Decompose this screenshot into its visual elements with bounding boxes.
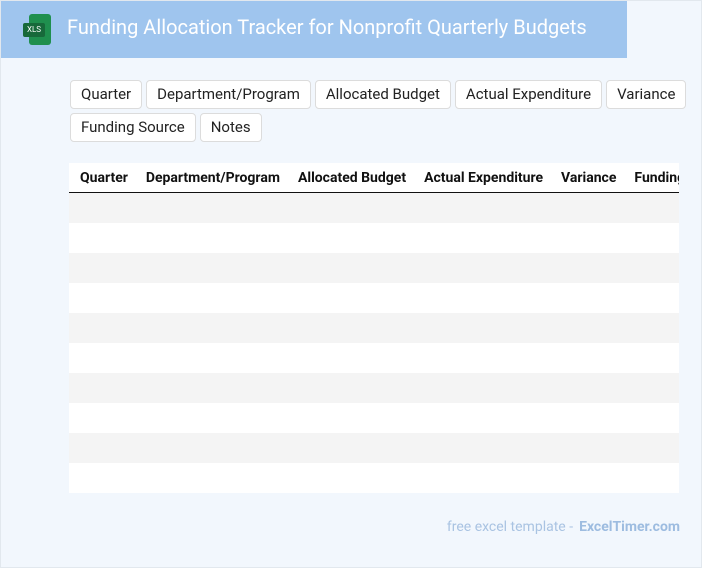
- table-cell: [286, 192, 414, 223]
- footer-link[interactable]: ExcelTimer.com: [579, 519, 680, 535]
- table-body: [69, 192, 679, 493]
- table-cell: [286, 223, 414, 253]
- table-cell: [550, 433, 624, 463]
- table-cell: [286, 313, 414, 343]
- table-container: Quarter Department/Program Allocated Budge…: [69, 163, 679, 493]
- table-cell: [623, 253, 679, 283]
- table-cell: [69, 313, 135, 343]
- column-tag[interactable]: Funding Source: [70, 113, 196, 142]
- table-cell: [413, 283, 551, 313]
- table-cell: [413, 403, 551, 433]
- table-cell: [550, 283, 624, 313]
- table-cell: [134, 403, 287, 433]
- table-cell: [134, 283, 287, 313]
- table-cell: [134, 463, 287, 493]
- column-header: Quarter: [69, 163, 135, 193]
- table-cell: [69, 403, 135, 433]
- table-cell: [623, 192, 679, 223]
- data-table: Quarter Department/Program Allocated Budge…: [69, 163, 679, 493]
- table-cell: [413, 463, 551, 493]
- table-cell: [623, 463, 679, 493]
- table-row: [69, 253, 679, 283]
- table-row: [69, 283, 679, 313]
- header-bar: XLS Funding Allocation Tracker for Nonpr…: [1, 1, 627, 58]
- table-row: [69, 373, 679, 403]
- table-cell: [69, 463, 135, 493]
- column-header: Funding Source: [623, 163, 679, 193]
- table-cell: [623, 283, 679, 313]
- table-cell: [69, 433, 135, 463]
- column-tag[interactable]: Quarter: [70, 80, 143, 109]
- icon-label: XLS: [23, 23, 45, 37]
- table-cell: [69, 373, 135, 403]
- table-row: [69, 313, 679, 343]
- table-row: [69, 192, 679, 223]
- table-cell: [286, 343, 414, 373]
- footer: free excel template - ExcelTimer.com: [447, 519, 680, 535]
- table-cell: [134, 223, 287, 253]
- table-cell: [550, 223, 624, 253]
- table-cell: [69, 283, 135, 313]
- table-cell: [550, 463, 624, 493]
- column-header: Department/Program: [134, 163, 287, 193]
- table-row: [69, 403, 679, 433]
- table-cell: [134, 343, 287, 373]
- table-cell: [623, 343, 679, 373]
- table-row: [69, 433, 679, 463]
- table-cell: [69, 192, 135, 223]
- table-cell: [286, 253, 414, 283]
- table-row: [69, 463, 679, 493]
- table-cell: [134, 433, 287, 463]
- header-row: Quarter Department/Program Allocated Budge…: [69, 163, 679, 193]
- table-cell: [550, 343, 624, 373]
- table-cell: [134, 313, 287, 343]
- table-row: [69, 343, 679, 373]
- table-cell: [413, 313, 551, 343]
- table-cell: [286, 463, 414, 493]
- table-cell: [550, 253, 624, 283]
- table-cell: [134, 373, 287, 403]
- table-cell: [286, 403, 414, 433]
- table-row: [69, 223, 679, 253]
- table-cell: [550, 313, 624, 343]
- xls-icon: XLS: [23, 14, 51, 45]
- table-cell: [623, 223, 679, 253]
- column-tag[interactable]: Notes: [199, 113, 262, 142]
- column-header: Allocated Budget: [286, 163, 414, 193]
- table-cell: [413, 433, 551, 463]
- table-cell: [69, 253, 135, 283]
- column-tag[interactable]: Allocated Budget: [314, 80, 451, 109]
- table-cell: [69, 343, 135, 373]
- table-cell: [134, 253, 287, 283]
- page-title: Funding Allocation Tracker for Nonprofit…: [67, 15, 587, 39]
- table-cell: [134, 192, 287, 223]
- table-cell: [623, 433, 679, 463]
- table-cell: [550, 373, 624, 403]
- table-cell: [413, 373, 551, 403]
- table-cell: [623, 373, 679, 403]
- table-cell: [413, 343, 551, 373]
- column-tags: Quarter Department/Program Allocated Budge…: [70, 80, 690, 142]
- column-header: Variance: [550, 163, 624, 193]
- column-tag[interactable]: Actual Expenditure: [454, 80, 603, 109]
- table-cell: [69, 223, 135, 253]
- table-cell: [413, 223, 551, 253]
- column-header: Actual Expenditure: [413, 163, 551, 193]
- column-tag[interactable]: Department/Program: [146, 80, 311, 109]
- table-cell: [623, 403, 679, 433]
- table-cell: [623, 313, 679, 343]
- footer-text: free excel template -: [446, 519, 574, 535]
- table-cell: [550, 192, 624, 223]
- table-cell: [413, 192, 551, 223]
- table-cell: [550, 403, 624, 433]
- table-cell: [286, 283, 414, 313]
- table-cell: [286, 433, 414, 463]
- table-cell: [413, 253, 551, 283]
- table-cell: [286, 373, 414, 403]
- column-tag[interactable]: Variance: [606, 80, 687, 109]
